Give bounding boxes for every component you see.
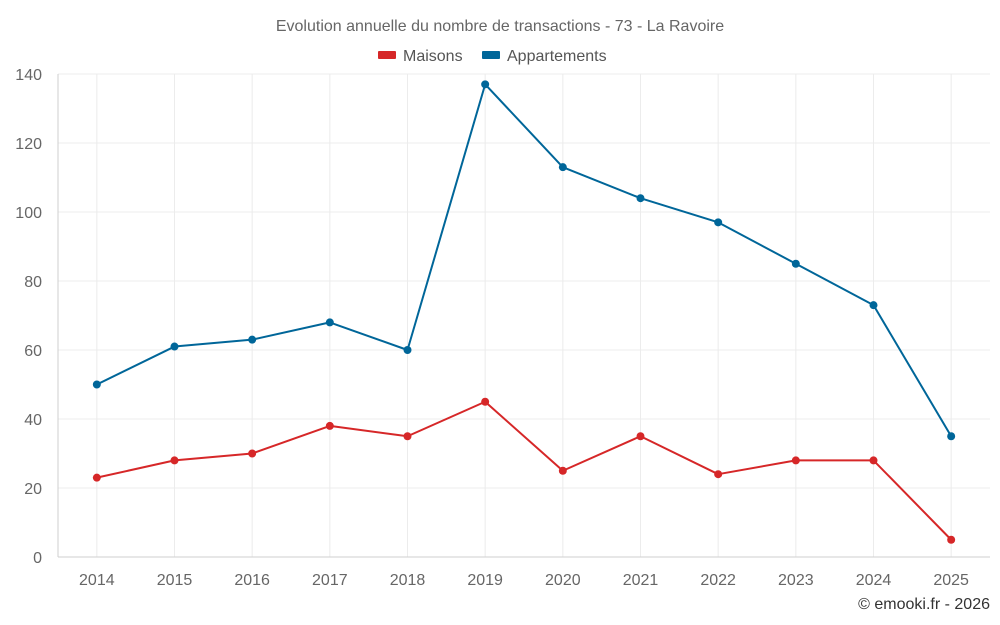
chart-title: Evolution annuelle du nombre de transact…: [276, 18, 724, 35]
data-point-appartements-2021[interactable]: [636, 194, 645, 203]
series-line-appartements: [96, 83, 953, 437]
data-point-maisons-2021[interactable]: [636, 432, 645, 441]
data-point-appartements-2017[interactable]: [325, 318, 334, 327]
data-point-appartements-2023[interactable]: [791, 259, 800, 268]
data-point-maisons-2023[interactable]: [791, 456, 800, 465]
grid: [58, 73, 990, 557]
data-point-appartements-2016[interactable]: [248, 335, 257, 344]
data-point-maisons-2018[interactable]: [403, 432, 412, 441]
y-tick-label-80: 80: [24, 274, 42, 291]
x-tick-label-2025: 2025: [933, 572, 969, 589]
y-axis-ticks: 0 20 40 60 80 100 120 140: [15, 67, 42, 567]
x-tick-label-2020: 2020: [545, 572, 581, 589]
x-tick-label-2015: 2015: [157, 572, 193, 589]
x-tick-label-2021: 2021: [623, 572, 659, 589]
data-point-appartements-2024[interactable]: [869, 301, 878, 310]
x-tick-label-2016: 2016: [234, 572, 270, 589]
data-point-maisons-2015[interactable]: [170, 456, 179, 465]
data-point-appartements-2020[interactable]: [558, 163, 567, 172]
y-tick-label-40: 40: [24, 412, 42, 429]
y-tick-label-120: 120: [15, 136, 42, 153]
data-point-maisons-2016[interactable]: [248, 449, 257, 458]
x-tick-label-2017: 2017: [312, 572, 348, 589]
y-tick-label-0: 0: [33, 550, 42, 567]
y-tick-label-60: 60: [24, 343, 42, 360]
legend[interactable]: Maisons Appartements: [378, 48, 607, 65]
legend-label-appartements: Appartements: [507, 48, 607, 65]
series-line-maisons: [96, 400, 952, 541]
series-appartements: [92, 80, 956, 441]
data-point-maisons-2022[interactable]: [714, 470, 723, 479]
x-tick-label-2019: 2019: [467, 572, 503, 589]
x-tick-label-2014: 2014: [79, 572, 115, 589]
data-point-appartements-2015[interactable]: [170, 342, 179, 351]
series-maisons: [92, 397, 956, 544]
x-axis-ticks: 2014 2015 2016 2017 2018 2019 2020 2021 2022 2023…: [79, 572, 969, 589]
axes: [57, 74, 990, 558]
credit-text: © emooki.fr - 2026: [858, 596, 990, 613]
data-point-appartements-2025[interactable]: [947, 432, 956, 441]
y-tick-label-100: 100: [15, 205, 42, 222]
data-point-maisons-2017[interactable]: [325, 421, 334, 430]
data-point-maisons-2019[interactable]: [481, 397, 490, 406]
x-tick-label-2022: 2022: [700, 572, 736, 589]
y-tick-label-140: 140: [15, 67, 42, 84]
legend-label-maisons: Maisons: [403, 48, 463, 65]
data-point-maisons-2025[interactable]: [947, 535, 956, 544]
data-point-maisons-2014[interactable]: [92, 473, 101, 482]
legend-swatch-maisons: [378, 51, 396, 59]
data-point-appartements-2019[interactable]: [481, 80, 490, 89]
data-point-maisons-2020[interactable]: [558, 466, 567, 475]
legend-swatch-appartements: [482, 51, 500, 59]
x-tick-label-2024: 2024: [856, 572, 892, 589]
y-tick-label-20: 20: [24, 481, 42, 498]
series-layer: [92, 80, 956, 544]
data-point-maisons-2024[interactable]: [869, 456, 878, 465]
x-tick-label-2018: 2018: [390, 572, 426, 589]
data-point-appartements-2022[interactable]: [714, 218, 723, 227]
data-point-appartements-2014[interactable]: [92, 380, 101, 389]
legend-item-appartements[interactable]: Appartements: [482, 48, 607, 65]
legend-item-maisons[interactable]: Maisons: [378, 48, 463, 65]
data-point-appartements-2018[interactable]: [403, 346, 412, 354]
x-tick-label-2023: 2023: [778, 572, 814, 589]
